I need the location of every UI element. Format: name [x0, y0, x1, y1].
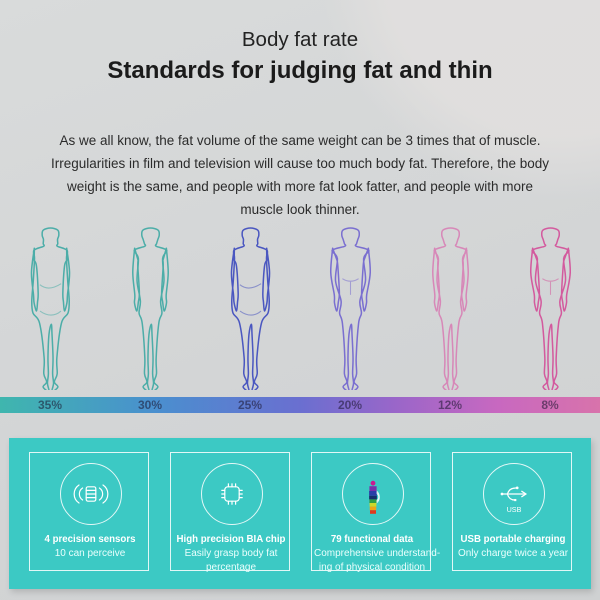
svg-text:USB: USB: [507, 505, 522, 514]
